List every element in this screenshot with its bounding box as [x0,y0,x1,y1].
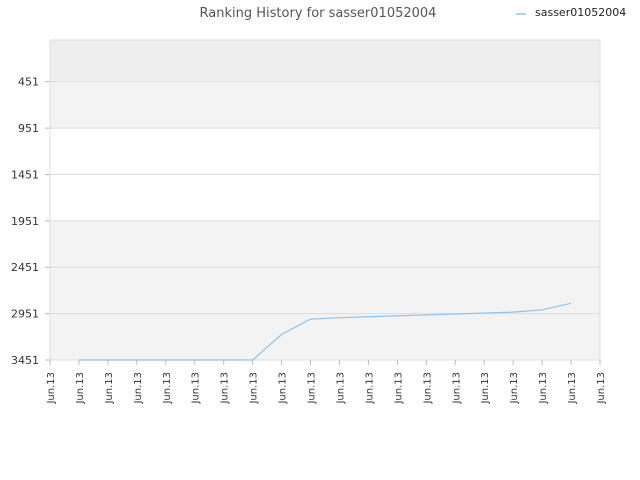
x-tick-label: Jun.13 [538,372,549,405]
legend: sasser01052004 [516,6,626,19]
x-tick-label: Jun.13 [104,372,115,405]
legend-label: sasser01052004 [535,6,626,19]
chart-title: Ranking History for sasser01052004 [200,6,437,21]
x-tick-label: Jun.13 [220,372,231,405]
x-tick-label: Jun.13 [278,372,289,405]
plot-background [50,40,600,360]
plot-band [50,40,600,82]
x-tick-label: Jun.13 [509,372,520,405]
y-tick-label: 1451 [11,168,39,181]
y-axis: 451 951 1451 1951 2451 2951 3451 [11,76,50,367]
plot-band [50,81,600,129]
y-tick-label: 2951 [11,308,39,321]
plot-band [50,128,600,175]
x-tick-label: Jun.13 [393,372,404,405]
x-tick-label: Jun.13 [75,372,86,405]
x-tick-label: Jun.13 [422,372,433,405]
plot-band [50,220,600,268]
y-tick-label: 951 [18,122,39,135]
series-sasser01052004 [78,302,572,361]
plot-border [49,39,601,361]
y-tick-label: 1951 [11,215,39,228]
grid-lines [49,39,601,361]
x-tick-label: Jun.13 [46,372,57,405]
x-tick-label: Jun.13 [567,372,578,405]
x-tick-label: Jun.13 [133,372,144,405]
y-tick-label: 2451 [11,261,39,274]
x-tick-label: Jun.13 [480,372,491,405]
x-tick-label: Jun.13 [191,372,202,405]
x-tick-label: Jun.13 [364,372,375,405]
x-tick-label: Jun.13 [596,372,607,405]
x-tick-label: Jun.13 [335,372,346,405]
plot-band [50,174,600,221]
y-tick-label: 451 [18,76,39,89]
x-axis: Jun.13 Jun.13 Jun.13 Jun.13 Jun.13 Jun.13 Jun.… [46,360,607,405]
x-tick-label: Jun.13 [451,372,462,405]
y-tick-label: 3451 [11,354,39,367]
plot-band [50,267,600,314]
series-line [78,302,572,361]
x-tick-label: Jun.13 [249,372,260,405]
x-tick-label: Jun.13 [307,372,318,405]
x-tick-label: Jun.13 [162,372,173,405]
plot-band [50,313,600,360]
